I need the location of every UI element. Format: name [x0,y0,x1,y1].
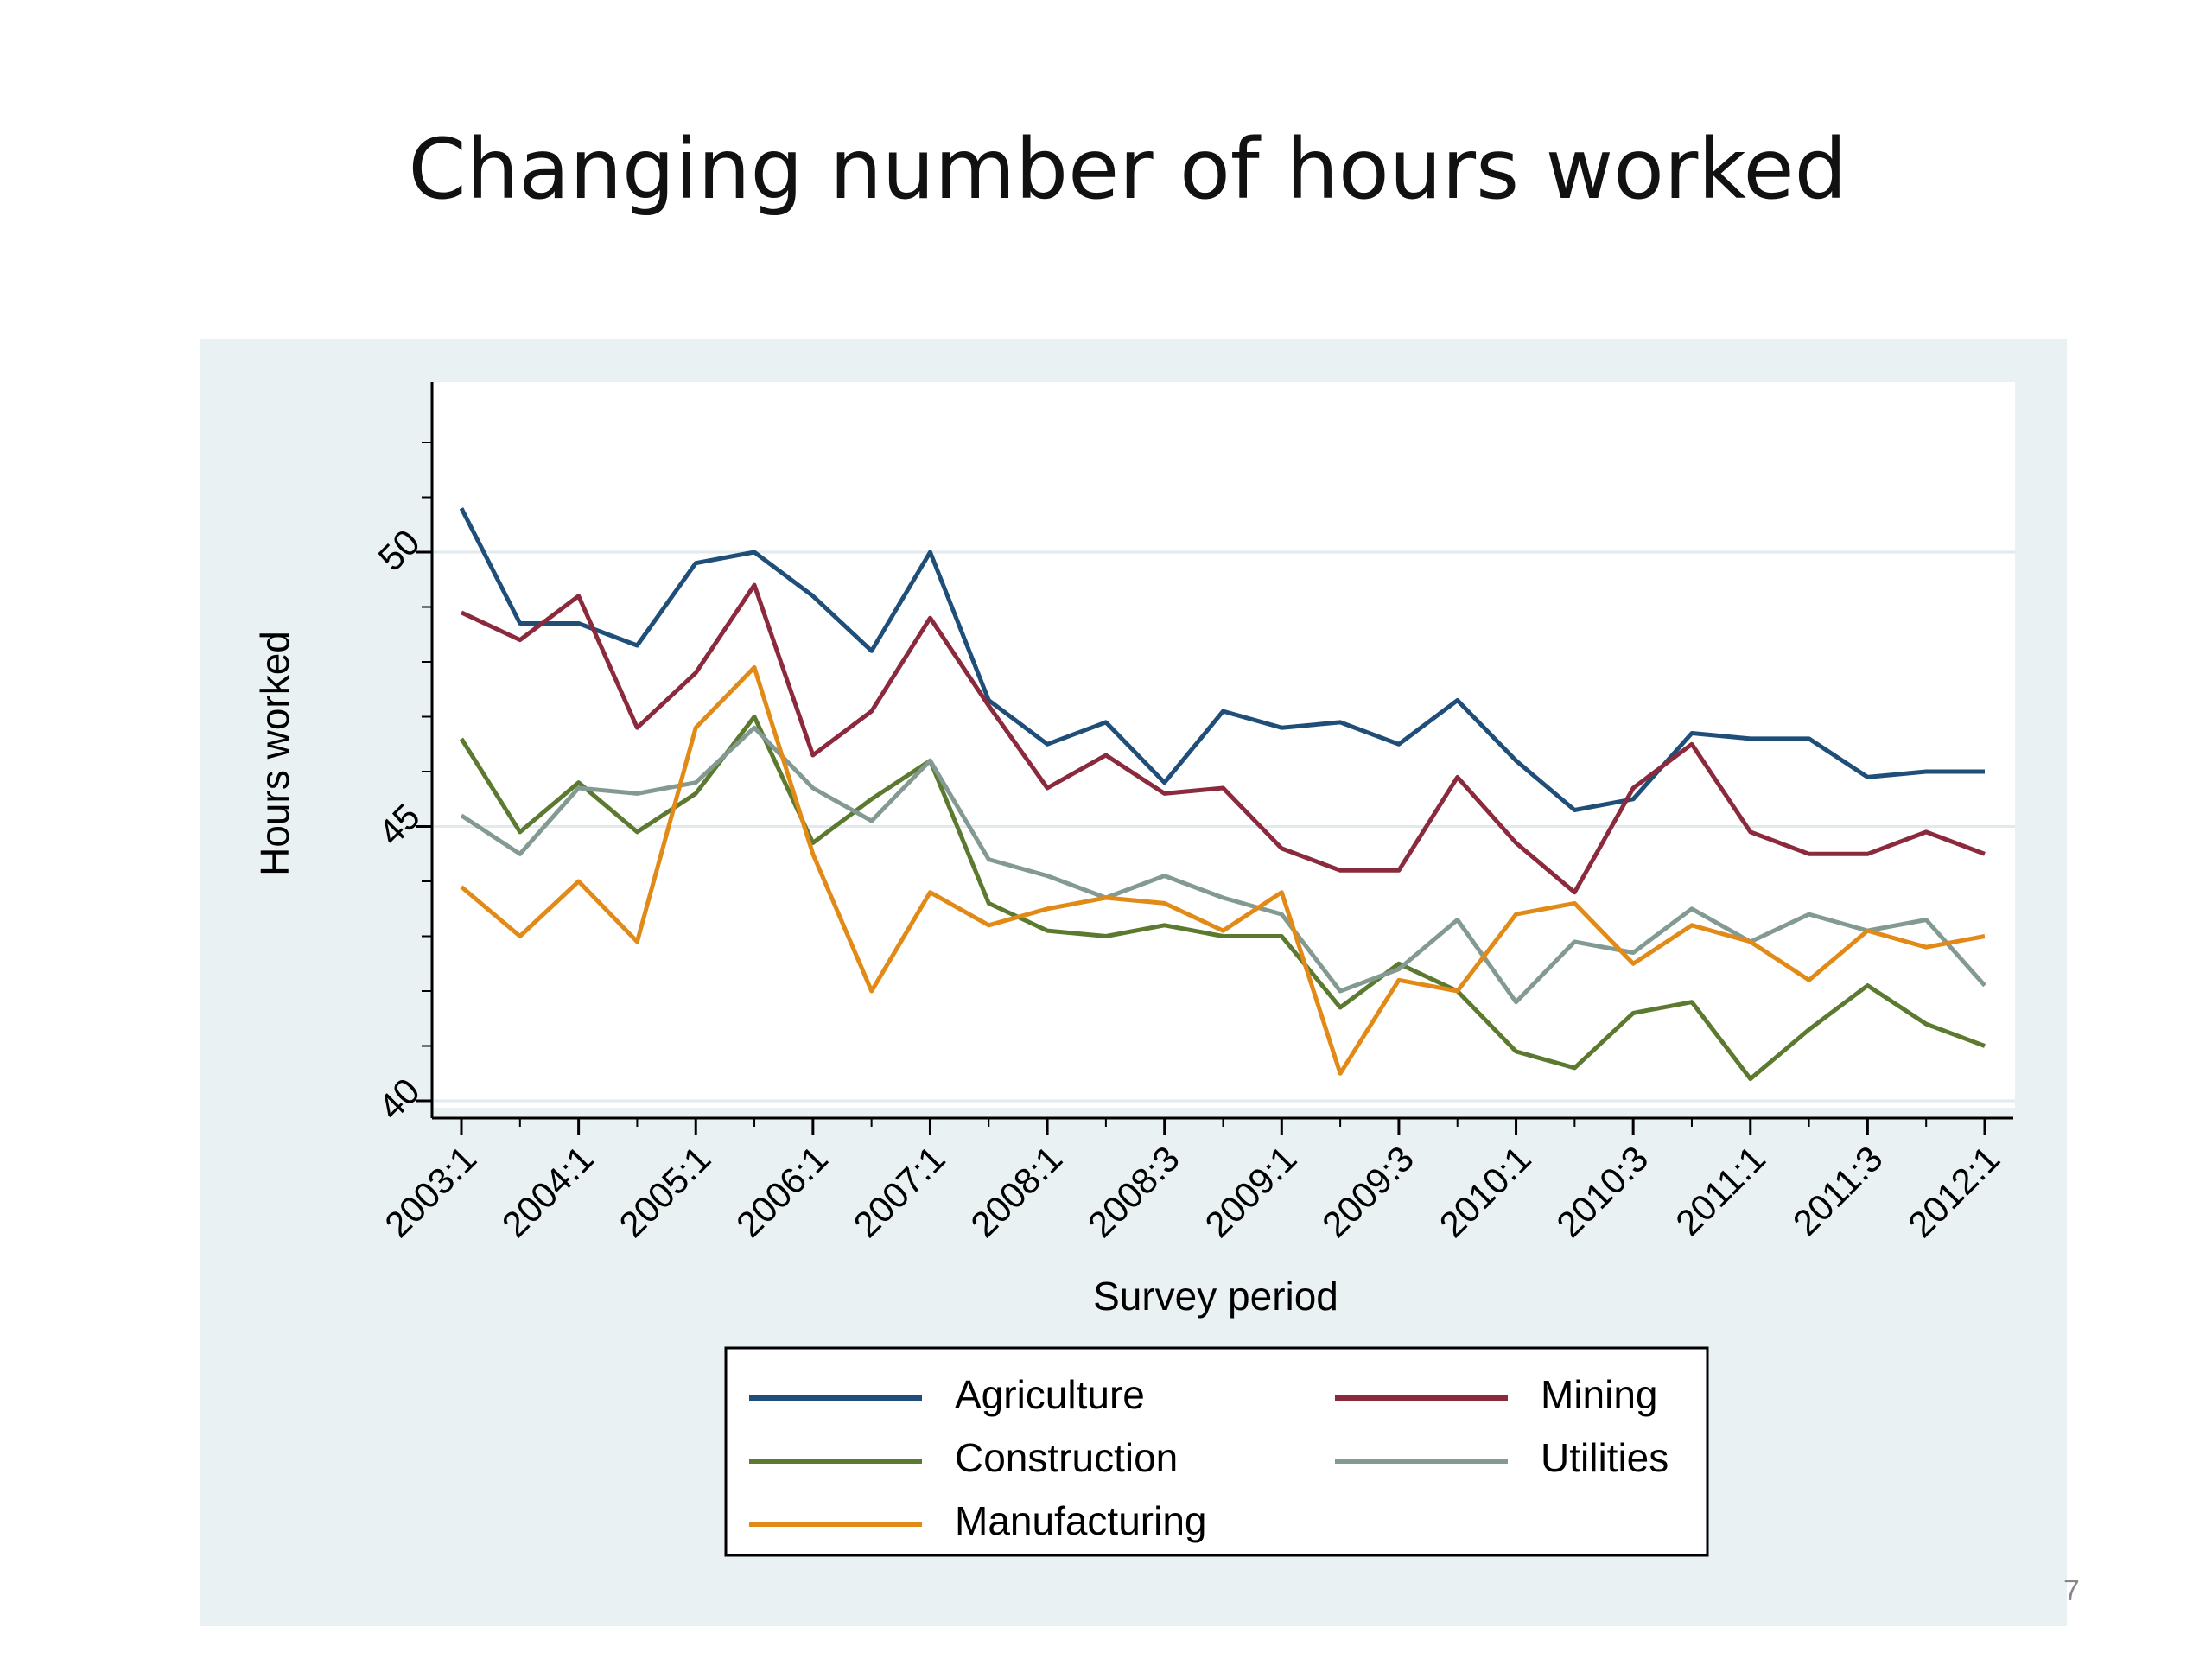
y-axis-label: Hours worked [252,631,297,876]
legend-label-mining: Mining [1541,1372,1658,1417]
series-mining [460,582,1986,895]
chart-panel: 40 45 50 2003:1 2004:1 2005:1 2006:1 2007:1 200… [200,339,2067,1626]
page-number: 7 [2063,1574,2080,1607]
series-utilities [460,725,1986,1005]
legend-box [724,1346,1709,1557]
series-manufacturing [460,664,1986,1076]
legend-label-utilities: Utilities [1541,1435,1669,1480]
gridlines [434,550,2015,1103]
legend-label-agriculture: Agriculture [955,1372,1145,1417]
slide-title: Changing number of hours worked [408,121,1847,218]
series-lines [459,507,1986,1082]
legend-label-manufacturing: Manufacturing [955,1498,1207,1543]
legend-label-construction: Construction [955,1435,1178,1480]
series-construction [459,715,1986,1082]
legend: Agriculture Construction Manufacturing Mini… [724,1346,1709,1557]
series-agriculture [459,507,1985,812]
x-axis-label: Survey period [1093,1274,1338,1319]
plot-area [434,382,2015,1108]
